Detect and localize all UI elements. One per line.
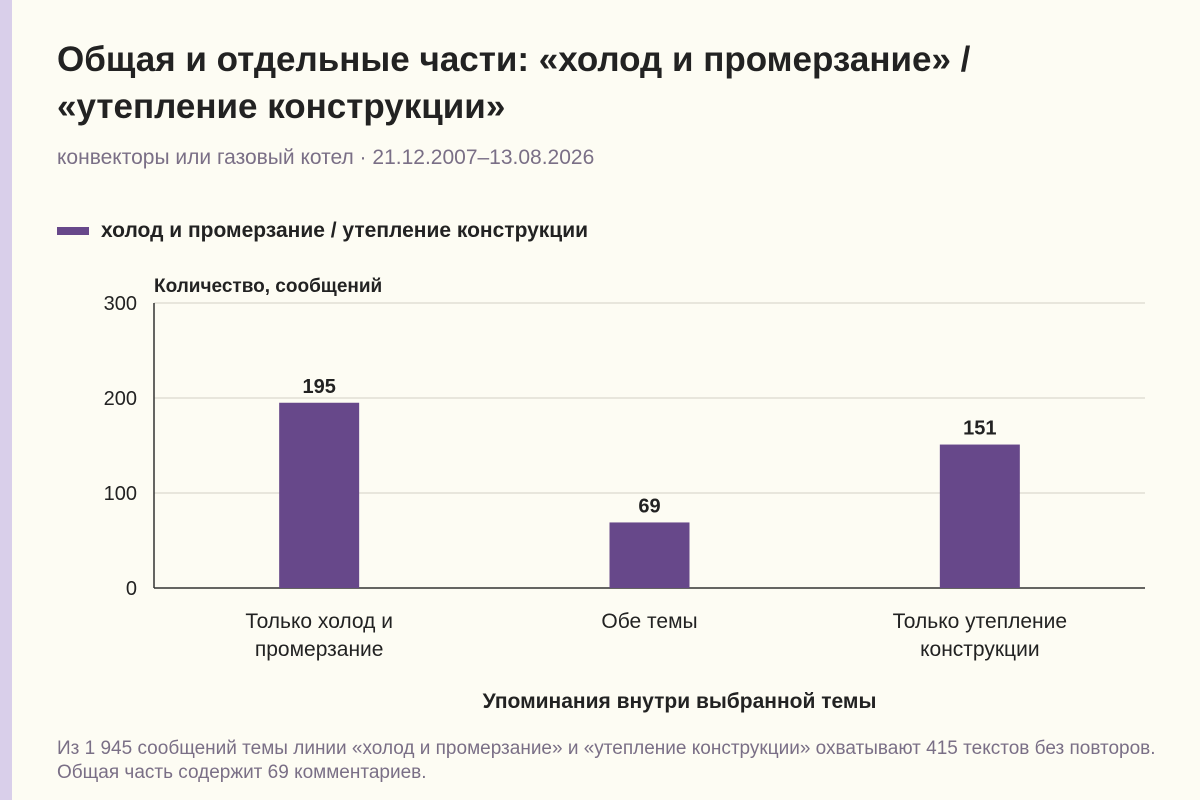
- legend-label: холод и промерзание / утепление конструк…: [101, 219, 589, 242]
- data-label: 151: [963, 418, 996, 440]
- y-axis-label: Количество, сообщений: [154, 276, 382, 297]
- data-label: 69: [638, 495, 660, 517]
- x-tick-label: Только утепление: [893, 610, 1067, 633]
- legend: холод и промерзание / утепление конструк…: [57, 219, 588, 243]
- bar: [939, 444, 1020, 588]
- data-label: 195: [302, 376, 335, 398]
- footnote: Из 1 945 сообщений темы линии «холод и п…: [57, 738, 1156, 783]
- x-tick-label: промерзание: [255, 638, 384, 661]
- legend-swatch: [57, 227, 89, 235]
- chart-subtitle: конвекторы или газовый котел · 21.12.200…: [57, 146, 595, 169]
- y-tick-label: 200: [104, 388, 137, 410]
- chart-title: Общая и отдельные части: «холод и промер…: [57, 40, 971, 126]
- y-tick-label: 100: [104, 483, 137, 505]
- accent-strip: [0, 0, 12, 800]
- bar-chart: 0 100 200 300 Количество, сообщений 195 Только…: [104, 276, 1145, 713]
- bar: [609, 522, 690, 588]
- y-tick-label: 300: [104, 293, 137, 315]
- bar: [279, 402, 360, 588]
- x-tick-label: конструкции: [920, 638, 1039, 661]
- x-tick-label: Обе темы: [601, 610, 697, 633]
- x-axis-label: Упоминания внутри выбранной темы: [483, 690, 877, 713]
- x-tick-label: Только холод и: [245, 610, 393, 633]
- y-tick-label: 0: [126, 578, 137, 600]
